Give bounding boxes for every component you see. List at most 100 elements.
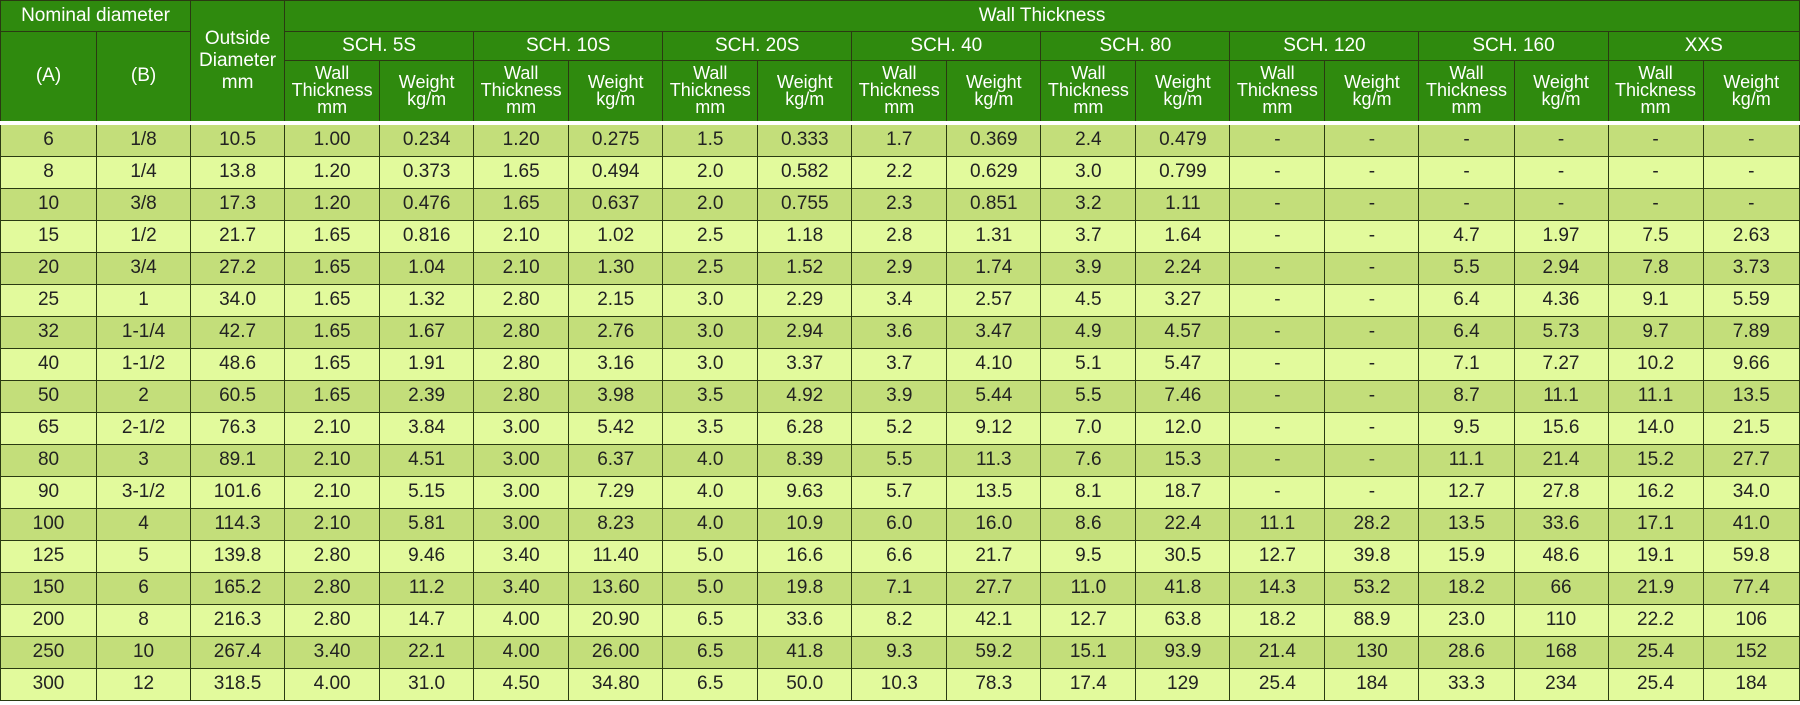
weight-subheader: Weight kg/m — [568, 60, 664, 123]
table-cell: 3/8 — [96, 187, 192, 221]
table-cell: 1.5 — [662, 120, 759, 157]
subheader-line: Weight — [1533, 71, 1589, 92]
table-cell: 2.15 — [568, 283, 664, 317]
table-cell: 9.7 — [1607, 315, 1704, 349]
weight-subheader: Weight kg/m — [946, 60, 1042, 123]
table-cell: 216.3 — [190, 603, 286, 637]
table-cell: 5.7 — [851, 475, 948, 509]
table-cell: 4.7 — [1418, 219, 1515, 253]
table-cell: 6.4 — [1418, 315, 1515, 349]
table-cell: 0.369 — [946, 120, 1042, 157]
table-cell: 3.16 — [568, 347, 664, 381]
subheader-line: Weight — [1155, 71, 1211, 92]
subheader-line: Thickness — [480, 80, 562, 101]
table-cell: - — [1229, 347, 1326, 381]
table-row: 25 1 34.0 1.65 1.32 2.80 2.15 3.0 2.29 3.4 2.57 4.5… — [0, 283, 1800, 317]
table-cell: 2.76 — [568, 315, 664, 349]
subheader-line: kg/m — [974, 88, 1014, 109]
table-cell: - — [1324, 283, 1420, 317]
table-cell: 7.29 — [568, 475, 664, 509]
table-cell: 2.10 — [284, 411, 381, 445]
table-cell: 3.00 — [473, 507, 570, 541]
table-cell: 13.60 — [568, 571, 664, 605]
table-cell: - — [1418, 155, 1515, 189]
schedule-header: SCH. 5S — [284, 31, 475, 61]
table-cell: 1/4 — [96, 155, 192, 189]
table-cell: 9.1 — [1607, 283, 1704, 317]
table-cell: - — [1513, 187, 1609, 221]
table-cell: 22.4 — [1135, 507, 1231, 541]
table-cell: 21.5 — [1702, 411, 1800, 445]
table-cell: 53.2 — [1324, 571, 1420, 605]
table-row: 200 8 216.3 2.80 14.7 4.00 20.90 6.5 33.6 8.2 42.1… — [0, 603, 1800, 637]
table-cell: 5.2 — [851, 411, 948, 445]
table-cell: 3.5 — [662, 411, 759, 445]
table-row: 300 12 318.5 4.00 31.0 4.50 34.80 6.5 50.0 10.3 78… — [0, 667, 1800, 701]
table-cell: 1.00 — [284, 120, 381, 157]
table-cell: 106 — [1702, 603, 1800, 637]
table-cell: 3.00 — [473, 443, 570, 477]
table-cell: 4.00 — [284, 667, 381, 701]
table-cell: 100 — [0, 507, 98, 541]
table-cell: - — [1229, 315, 1326, 349]
table-cell: 27.2 — [190, 251, 286, 285]
table-cell: 2.2 — [851, 155, 948, 189]
table-cell: - — [1229, 187, 1326, 221]
table-cell: - — [1324, 120, 1420, 157]
weight-subheader: Weight kg/m — [1702, 60, 1800, 123]
table-cell: 3.2 — [1040, 187, 1137, 221]
wall-thickness-header: Wall Thickness — [284, 0, 1800, 32]
table-cell: 2.4 — [1040, 120, 1137, 157]
table-cell: 1.65 — [284, 379, 381, 413]
subheader-line: Weight — [1723, 71, 1780, 92]
subheader-line: Thickness — [1047, 80, 1129, 101]
table-cell: 8 — [96, 603, 192, 637]
table-cell: 11.1 — [1513, 379, 1609, 413]
table-cell: 31.0 — [379, 667, 475, 701]
table-cell: 2.0 — [662, 187, 759, 221]
table-cell: 4.51 — [379, 443, 475, 477]
table-cell: 78.3 — [946, 667, 1042, 701]
wall-thickness-subheader: Wall Thickness mm — [1418, 60, 1515, 123]
table-cell: 2.80 — [473, 283, 570, 317]
table-cell: 77.4 — [1702, 571, 1800, 605]
table-cell: - — [1324, 475, 1420, 509]
table-cell: 0.629 — [946, 155, 1042, 189]
table-cell: 2.9 — [851, 251, 948, 285]
subheader-line: mm — [1640, 97, 1671, 118]
table-cell: 13.8 — [190, 155, 286, 189]
table-cell: 1.20 — [473, 120, 570, 157]
table-cell: 34.80 — [568, 667, 664, 701]
table-cell: - — [1513, 155, 1609, 189]
table-cell: 34.0 — [1702, 475, 1800, 509]
table-cell: 4.50 — [473, 667, 570, 701]
table-cell: - — [1702, 120, 1800, 157]
table-cell: 20.90 — [568, 603, 664, 637]
table-cell: 0.799 — [1135, 155, 1231, 189]
table-cell: 27.7 — [946, 571, 1042, 605]
table-cell: - — [1418, 120, 1515, 157]
schedule-header: SCH. 80 — [1040, 31, 1231, 61]
table-cell: 3.40 — [473, 571, 570, 605]
table-cell: 63.8 — [1135, 603, 1231, 637]
table-cell: 1.74 — [946, 251, 1042, 285]
subheader-line: Thickness — [1615, 80, 1697, 101]
table-cell: 15 — [0, 219, 98, 253]
table-cell: 2.10 — [284, 507, 381, 541]
table-cell: 6.4 — [1418, 283, 1515, 317]
table-cell: 150 — [0, 571, 98, 605]
table-cell: 5.73 — [1513, 315, 1609, 349]
table-cell: 2.10 — [473, 219, 570, 253]
subheader-line: Weight — [776, 71, 833, 92]
table-cell: 3.4 — [851, 283, 948, 317]
table-cell: 88.9 — [1324, 603, 1420, 637]
subheader-line: mm — [1262, 97, 1293, 118]
subheader-line: kg/m — [407, 88, 447, 109]
table-cell: 7.8 — [1607, 251, 1704, 285]
table-cell: 2.57 — [946, 283, 1042, 317]
table-cell: 4.00 — [473, 603, 570, 637]
table-cell: 25.4 — [1607, 635, 1704, 669]
table-cell: 6 — [0, 120, 98, 157]
table-cell: - — [1229, 283, 1326, 317]
subheader-line: mm — [317, 97, 348, 118]
